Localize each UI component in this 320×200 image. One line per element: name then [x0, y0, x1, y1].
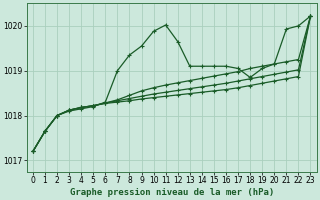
X-axis label: Graphe pression niveau de la mer (hPa): Graphe pression niveau de la mer (hPa)	[69, 188, 274, 197]
